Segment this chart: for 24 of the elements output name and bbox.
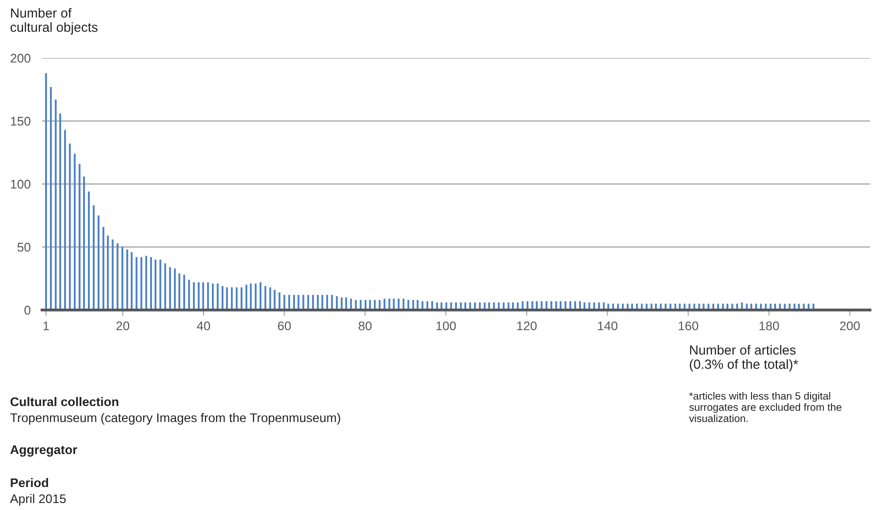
y-tick-label: 0 bbox=[24, 306, 30, 315]
text: April 2015 bbox=[10, 494, 66, 506]
x-tick-label: 140 bbox=[598, 321, 618, 330]
x-tick-label: 40 bbox=[196, 321, 210, 330]
y-tick-label: 200 bbox=[10, 54, 30, 63]
x-axis-title: Number of articles (0.3% of the total)* bbox=[690, 345, 798, 372]
x-tick-label: 80 bbox=[358, 321, 372, 330]
text: *articles with less than 5 digital surrogates are excluded from the visualization. bbox=[689, 392, 842, 422]
text: Tropenmuseum (category Images from the Tropenmuseum) bbox=[10, 413, 340, 425]
y-tick-label: 100 bbox=[10, 180, 30, 189]
y-tick-label: 50 bbox=[17, 242, 30, 252]
x-tick-label: 1 bbox=[44, 322, 49, 330]
text: Period bbox=[10, 478, 48, 488]
x-tick-label: 180 bbox=[760, 321, 779, 330]
text: Cultural collection bbox=[10, 397, 118, 406]
x-tick-label: 100 bbox=[436, 321, 456, 330]
x-tick-label: 200 bbox=[840, 321, 860, 330]
x-tick-label: 60 bbox=[278, 321, 291, 330]
x-tick-label: 160 bbox=[678, 321, 698, 330]
y-tick-label: 150 bbox=[10, 116, 30, 126]
text: Aggregator bbox=[10, 445, 78, 457]
y-axis-title: Number of cultural objects bbox=[10, 8, 98, 35]
x-tick-label: 120 bbox=[517, 321, 537, 330]
x-tick-label: 20 bbox=[116, 321, 130, 330]
